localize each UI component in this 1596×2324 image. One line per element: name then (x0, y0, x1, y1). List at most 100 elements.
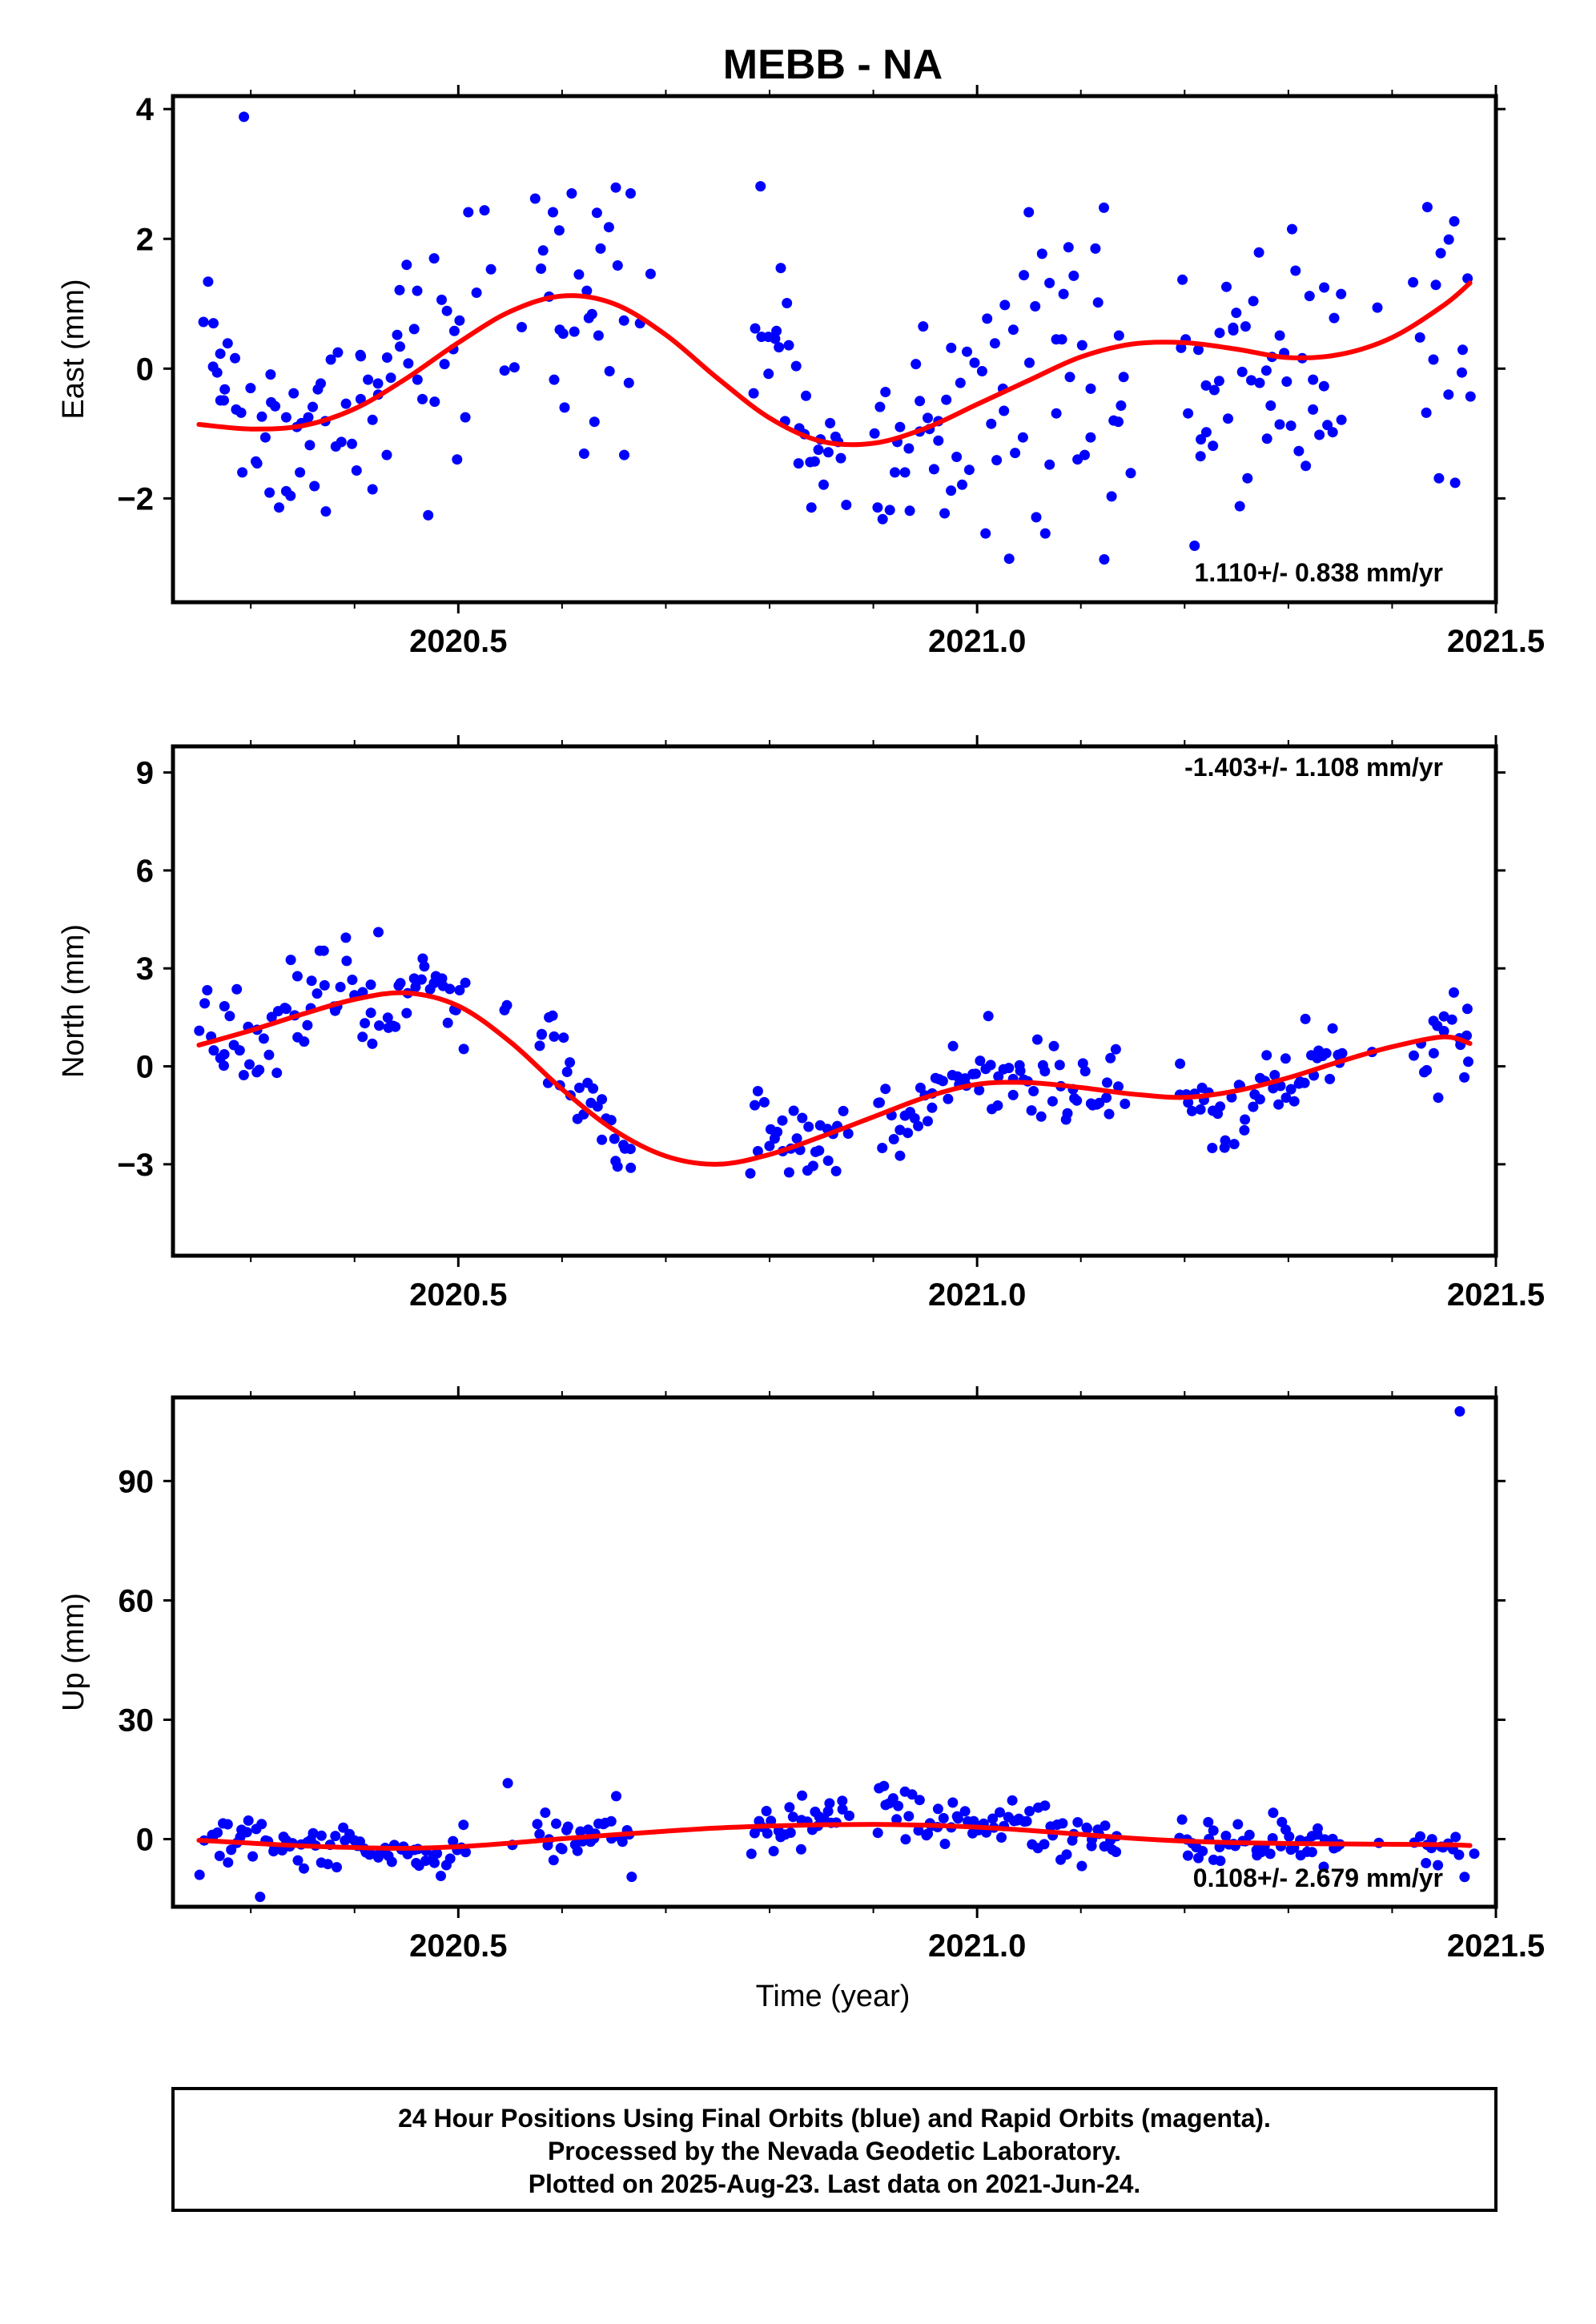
data-point (975, 1055, 986, 1067)
data-point (974, 1084, 985, 1096)
data-point (255, 1892, 266, 1903)
y-tick-label: 9 (136, 756, 154, 791)
data-point (224, 1011, 235, 1022)
data-point (1231, 308, 1242, 319)
data-point (1024, 357, 1035, 368)
data-point (1183, 1097, 1194, 1108)
data-point (993, 1071, 1004, 1082)
rate-label: -1.403+/- 1.108 mm/yr (1184, 753, 1443, 782)
data-point (1293, 445, 1305, 456)
data-point (1200, 427, 1212, 438)
data-point (1433, 1860, 1444, 1871)
data-point (1007, 1795, 1018, 1806)
data-point (1193, 344, 1204, 356)
data-point (1261, 1050, 1272, 1061)
data-point (1067, 1835, 1078, 1846)
data-point (588, 1083, 599, 1094)
data-point (203, 276, 214, 287)
data-point (1459, 1072, 1470, 1083)
data-point (325, 354, 336, 365)
data-point (537, 245, 549, 256)
data-point (302, 1019, 313, 1031)
data-point (471, 287, 482, 298)
data-point (416, 974, 427, 985)
data-point (775, 263, 786, 274)
data-point (797, 1112, 808, 1124)
data-point (595, 243, 606, 254)
data-point (603, 222, 614, 233)
data-point (604, 366, 615, 376)
data-point (208, 1045, 219, 1056)
data-point (943, 1093, 954, 1104)
data-point (226, 1844, 237, 1856)
data-point (884, 505, 895, 516)
data-point (750, 1100, 760, 1111)
data-point (291, 971, 303, 982)
data-point (1223, 413, 1233, 424)
data-point (589, 416, 600, 428)
data-point (1203, 1816, 1214, 1827)
data-point (1118, 372, 1129, 383)
data-point (605, 1115, 617, 1126)
data-point (322, 1859, 333, 1870)
fit-curve (196, 280, 1473, 448)
data-point (1260, 365, 1272, 376)
data-point (791, 1133, 802, 1144)
data-point (1336, 288, 1347, 300)
data-point (372, 1852, 384, 1863)
data-point (1045, 1821, 1056, 1832)
data-point (1105, 1052, 1116, 1063)
data-point (238, 1070, 249, 1080)
data-point (951, 452, 963, 462)
data-point (1220, 1831, 1232, 1841)
y-tick-label: 0 (136, 1823, 154, 1858)
data-point (907, 1789, 918, 1800)
data-point (1085, 432, 1096, 443)
data-point (939, 1839, 951, 1849)
data-point (1228, 1139, 1240, 1150)
data-point (1433, 1092, 1444, 1104)
data-point (813, 444, 824, 456)
data-point (1099, 1841, 1110, 1852)
data-point (1450, 1831, 1461, 1843)
data-point (303, 412, 314, 423)
data-point (775, 1831, 786, 1843)
data-point (1465, 391, 1476, 402)
data-point (752, 1086, 763, 1096)
data-point (1208, 384, 1220, 396)
data-point (558, 1032, 569, 1043)
data-point (971, 1068, 981, 1080)
data-point (423, 509, 434, 521)
data-point (982, 313, 993, 324)
data-point (1044, 459, 1055, 470)
data-point (234, 1045, 245, 1056)
data-point (288, 388, 300, 399)
data-point (1421, 407, 1432, 418)
data-point (452, 454, 463, 465)
data-point (957, 479, 967, 490)
data-point (893, 1800, 904, 1811)
data-point (774, 342, 785, 353)
data-point (894, 421, 906, 432)
data-point (509, 362, 520, 373)
data-point (395, 341, 405, 352)
data-point (1125, 468, 1136, 479)
data-point (578, 448, 589, 459)
data-point (308, 401, 318, 412)
data-point (762, 1827, 773, 1839)
data-point (245, 383, 256, 394)
data-point (597, 1134, 608, 1145)
data-point (1274, 330, 1285, 341)
data-point (454, 315, 465, 326)
data-point (626, 1872, 637, 1883)
data-point (894, 1124, 906, 1136)
data-point (544, 1011, 555, 1023)
data-point (880, 387, 891, 397)
data-point (266, 1011, 277, 1023)
data-point (878, 1780, 890, 1791)
rate-label: 1.110+/- 0.838 mm/yr (1195, 558, 1443, 587)
y-tick-label: 30 (119, 1703, 155, 1738)
data-point (1232, 1819, 1244, 1830)
data-point (891, 1814, 903, 1825)
